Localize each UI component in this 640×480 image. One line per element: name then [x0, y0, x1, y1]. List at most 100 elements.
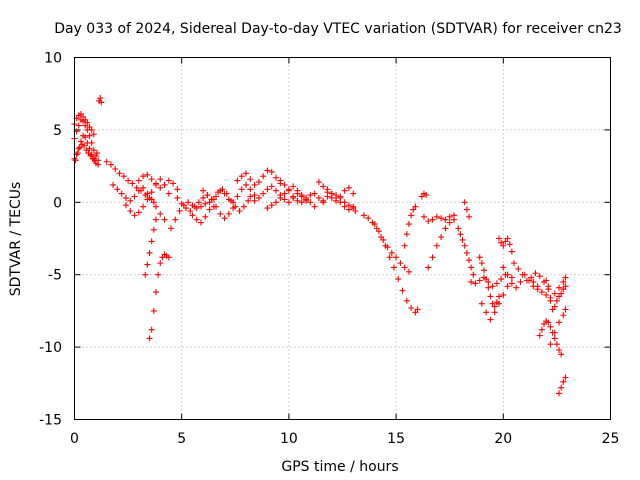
data-point: [112, 165, 119, 172]
data-point: [386, 254, 393, 261]
series-segment-arc-16: [234, 167, 284, 188]
data-point: [200, 187, 207, 194]
data-point: [463, 206, 470, 213]
data-point: [140, 173, 147, 180]
data-point: [260, 190, 267, 197]
data-point: [560, 312, 567, 319]
series-segment-arc-36: [511, 260, 552, 290]
x-tick-labels: 0 5 10 15 20 25: [70, 431, 619, 447]
data-point: [543, 277, 550, 284]
data-point: [345, 184, 352, 191]
data-point: [144, 171, 151, 178]
series-segment-arc-11: [146, 251, 172, 342]
series-segment-arc-24: [371, 221, 412, 275]
data-point: [86, 132, 93, 139]
data-point: [500, 242, 507, 249]
data-point: [345, 206, 352, 213]
data-point: [268, 202, 275, 209]
data-point: [504, 235, 511, 242]
data-point: [264, 205, 271, 212]
data-point: [405, 221, 412, 228]
data-point: [412, 203, 419, 210]
data-point: [530, 278, 537, 285]
data-point: [408, 305, 415, 312]
data-point: [178, 200, 185, 207]
data-point: [140, 203, 147, 210]
data-point: [187, 207, 194, 214]
data-point: [333, 194, 340, 201]
data-point: [553, 341, 560, 348]
data-point: [103, 158, 110, 165]
data-point: [182, 205, 189, 212]
data-point: [273, 187, 280, 194]
data-point: [315, 179, 322, 186]
data-point: [395, 276, 402, 283]
data-point: [221, 190, 228, 197]
data-point: [388, 249, 395, 256]
data-point: [118, 190, 125, 197]
data-point: [150, 226, 157, 233]
series-segment-arc-26: [418, 190, 430, 200]
data-point: [556, 346, 563, 353]
data-point: [144, 261, 151, 268]
data-point: [152, 203, 159, 210]
data-point: [465, 213, 472, 220]
data-point: [523, 277, 530, 284]
data-point: [88, 126, 95, 133]
data-point: [157, 176, 164, 183]
data-point: [238, 173, 245, 180]
data-point: [114, 186, 121, 193]
y-tick-label: -10: [39, 340, 62, 356]
series-segment-arc-40: [556, 374, 569, 397]
data-point: [491, 303, 498, 310]
data-point: [328, 190, 335, 197]
data-point: [152, 216, 159, 223]
data-point: [450, 212, 457, 219]
data-point: [135, 209, 142, 216]
data-point: [551, 329, 558, 336]
data-point: [161, 216, 168, 223]
data-point: [165, 254, 172, 261]
x-tick-label: 20: [494, 431, 512, 447]
data-point: [148, 189, 155, 196]
data-point: [213, 203, 220, 210]
data-point: [120, 173, 127, 180]
series-segment-arc-5: [96, 95, 105, 106]
data-point: [277, 194, 284, 201]
x-tick-label: 25: [602, 431, 620, 447]
y-axis-label: SDTVAR / TECUs: [8, 182, 24, 297]
data-point: [146, 249, 153, 256]
data-point: [202, 213, 209, 220]
data-point: [320, 183, 327, 190]
data-point: [290, 193, 297, 200]
data-point: [251, 192, 258, 199]
data-point: [298, 192, 305, 199]
data-point: [140, 184, 147, 191]
data-point: [174, 194, 181, 201]
series-segment-arc-3: [71, 110, 97, 138]
data-point: [547, 297, 554, 304]
data-point: [562, 274, 569, 281]
data-point: [165, 177, 172, 184]
y-tick-label: -15: [39, 413, 62, 429]
data-point: [157, 260, 164, 267]
data-point: [135, 187, 142, 194]
data-point: [311, 190, 318, 197]
data-point: [513, 284, 520, 291]
data-point: [562, 283, 569, 290]
y-tick-label: -5: [48, 268, 62, 284]
data-point: [408, 212, 415, 219]
data-point: [500, 291, 507, 298]
chart-title: Day 033 of 2024, Sidereal Day-to-day VTE…: [54, 21, 622, 37]
data-point: [232, 203, 239, 210]
series-segment-arc-9: [135, 171, 181, 193]
data-point: [390, 264, 397, 271]
data-point: [281, 181, 288, 188]
data-point: [74, 150, 81, 157]
x-tick-label: 10: [280, 431, 298, 447]
data-point: [144, 190, 151, 197]
data-point: [277, 177, 284, 184]
data-point: [498, 276, 505, 283]
series-segment-arc-33: [478, 274, 515, 323]
data-point: [504, 283, 511, 290]
